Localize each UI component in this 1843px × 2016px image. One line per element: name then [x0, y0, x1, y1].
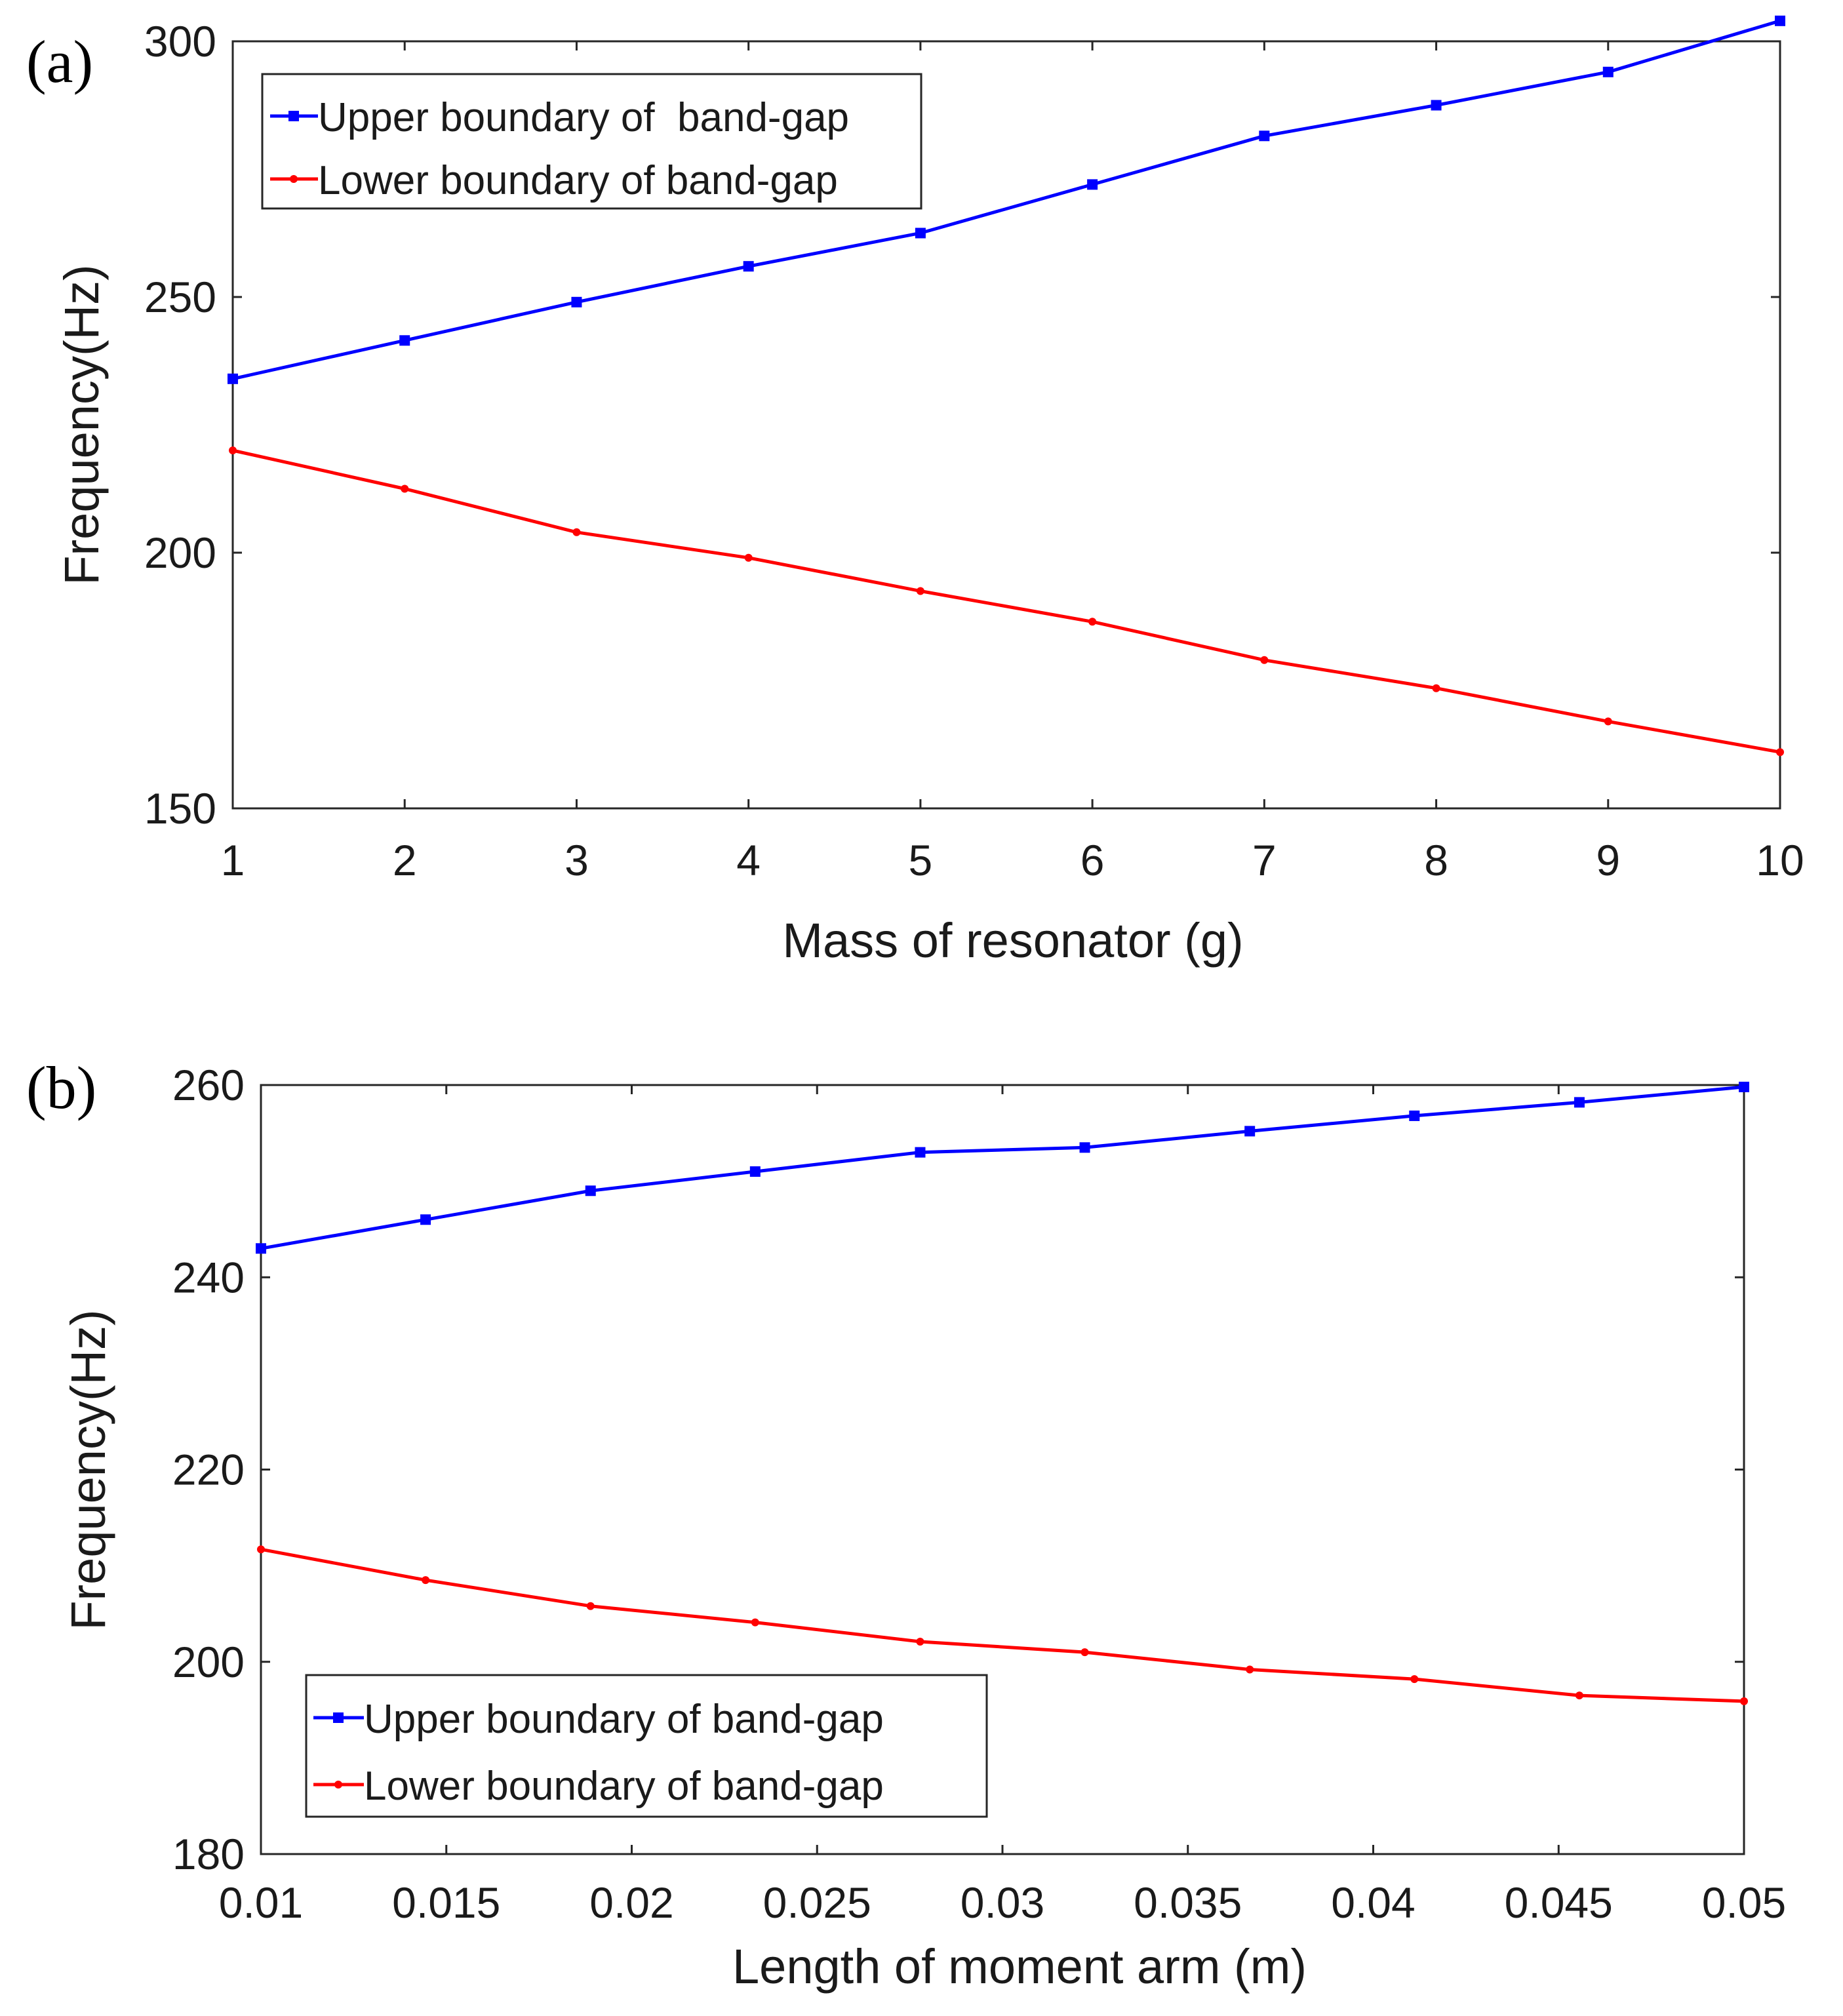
panel-a-x-tick-label: 9: [1596, 836, 1620, 884]
panel-b-x-tick-label: 0.045: [1505, 1878, 1613, 1927]
panel-a-plot-frame: [231, 40, 1781, 810]
panel-b-y-axis-title: Frequency(Hz): [61, 1309, 115, 1630]
panel-b-y-tick-label: 200: [172, 1638, 245, 1686]
panel-b-lower-point: [1575, 1691, 1583, 1700]
panel-b-ticks: 0.01 0.015 0.02 0.025 0.03 0.035 0.04 0.045 0.05…: [172, 1061, 1786, 1927]
panel-a-lower-point: [916, 587, 924, 595]
panel-a-lower-point: [1088, 618, 1097, 626]
panel-b-legend-box: [305, 1674, 988, 1818]
panel-a-y-tick-label: 200: [144, 528, 216, 577]
panel-a-x-tick-label: 8: [1424, 836, 1448, 884]
panel-b-upper-point: [1244, 1126, 1256, 1137]
panel-a-upper-point: [1431, 100, 1442, 111]
panel-a-upper-point: [743, 261, 754, 272]
panel-a-lower-point: [1432, 684, 1440, 692]
panel-a-x-tick-label: 1: [221, 836, 245, 884]
panel-b-upper-point: [1079, 1142, 1090, 1153]
panel-b-x-tick-label: 0.05: [1702, 1878, 1786, 1927]
panel-b-x-tick-label: 0.04: [1331, 1878, 1415, 1927]
panel-b-upper-point: [1574, 1097, 1585, 1108]
panel-b-label: (b): [26, 1054, 96, 1121]
panel-b-lower-point: [1246, 1665, 1254, 1674]
panel-a-upper-point: [1259, 130, 1270, 142]
panel-a-x-axis-title: Mass of resonator (g): [782, 913, 1243, 968]
panel-a-y-tick-label: 150: [144, 784, 216, 833]
panel-b-legend-lower-label: Lower boundary of band-gap: [364, 1764, 884, 1809]
panel-a-x-tick-label: 5: [909, 836, 933, 884]
panel-a-lower-point: [572, 528, 581, 536]
panel-b-series: [256, 1081, 1749, 1705]
panel-a-upper-point: [399, 335, 410, 346]
panel-b-lower-point: [586, 1602, 595, 1610]
panel-a-upper-point: [915, 227, 926, 239]
panel-b-x-tick-label: 0.01: [219, 1878, 303, 1927]
panel-a-legend-lower-label: Lower boundary of band-gap: [318, 158, 838, 203]
panel-a-legend-lower-marker: [290, 175, 298, 183]
panel-a-lower-point: [1260, 656, 1269, 664]
panel-a-ticks: 1 2 3 4 5 6 7 8 9 10 150 200 250 300: [144, 17, 1804, 884]
panel-a-legend-upper-label: Upper boundary of band-gap: [318, 95, 849, 140]
panel-a-legend: Upper boundary of band-gap Lower boundar…: [261, 73, 922, 210]
panel-b-upper-point: [1409, 1110, 1420, 1121]
panel-a-upper-point: [1775, 15, 1785, 26]
panel-b-lower-point: [916, 1637, 924, 1646]
panel-a-lower-point: [401, 484, 409, 493]
panel-b-upper-point: [585, 1185, 596, 1196]
panel-b-x-axis-title: Length of moment arm (m): [732, 1939, 1307, 1994]
panel-a-y-tick-label: 300: [144, 17, 216, 66]
panel-b-x-tick-label: 0.025: [763, 1878, 871, 1927]
panel-a-y-tick-label: 250: [144, 273, 216, 321]
panel-b-lower-point: [257, 1545, 265, 1554]
panel-b-x-tick-label: 0.03: [961, 1878, 1044, 1927]
panel-a-upper-point: [228, 373, 238, 384]
panel-b-x-tick-label: 0.035: [1134, 1878, 1242, 1927]
panel-b: (b) 0.01 0.015 0.02 0.025 0.03 0.035 0.04 0.045…: [26, 1054, 1786, 1994]
panel-b-lower-point: [1080, 1648, 1089, 1657]
panel-b-x-tick-label: 0.02: [589, 1878, 673, 1927]
panel-b-lower-point: [422, 1576, 430, 1585]
panel-a-upper-point: [1087, 179, 1098, 190]
panel-a-lower-boundary-line: [232, 448, 1781, 754]
panel-b-upper-point: [256, 1243, 266, 1254]
panel-b-upper-point: [420, 1214, 431, 1225]
panel-a-lower-point: [744, 553, 753, 562]
panel-b-upper-point: [1739, 1081, 1749, 1092]
panel-b-y-tick-label: 240: [172, 1253, 245, 1301]
panel-a-x-tick-label: 7: [1252, 836, 1277, 884]
panel-a-upper-point: [1602, 66, 1614, 77]
panel-b-y-tick-label: 220: [172, 1446, 245, 1494]
panel-a-lower-point: [1776, 748, 1784, 757]
panel-a-label: (a): [26, 28, 93, 95]
panel-b-lower-point: [751, 1618, 759, 1627]
panel-a-x-tick-label: 10: [1756, 836, 1804, 884]
panel-b-legend: Upper boundary of band-gap Lower boundar…: [305, 1674, 988, 1818]
panel-b-y-tick-label: 260: [172, 1061, 245, 1109]
panel-a-y-axis-title: Frequency(Hz): [54, 264, 109, 585]
panel-a-x-tick-label: 3: [565, 836, 589, 884]
panel-b-legend-upper-label: Upper boundary of band-gap: [364, 1697, 884, 1742]
panel-a-upper-point: [571, 296, 582, 307]
panel-b-lower-boundary-line: [260, 1547, 1745, 1703]
panel-b-lower-point: [1740, 1697, 1748, 1705]
panel-b-legend-upper-marker: [333, 1712, 344, 1723]
panel-a-lower-point: [229, 446, 237, 454]
panel-a-legend-upper-marker: [288, 111, 299, 121]
panel-a-lower-point: [1604, 717, 1612, 726]
panel-a-x-tick-label: 4: [736, 836, 761, 884]
panel-a-x-tick-label: 6: [1080, 836, 1105, 884]
panel-a-upper-boundary-line: [232, 19, 1781, 381]
panel-b-y-tick-label: 180: [172, 1830, 245, 1878]
panel-a: (a) 1 2 3 4 5 6 7 8 9 10 150 200 250 300 Mass of reso…: [26, 15, 1804, 968]
panel-b-x-tick-label: 0.015: [392, 1878, 500, 1927]
panel-b-upper-point: [915, 1147, 926, 1158]
panel-b-upper-boundary-line: [260, 1085, 1745, 1250]
panel-b-upper-point: [749, 1166, 761, 1177]
panel-a-series: [228, 15, 1785, 757]
panel-b-legend-lower-marker: [334, 1781, 342, 1789]
panel-b-lower-point: [1410, 1675, 1419, 1684]
panel-a-x-tick-label: 2: [393, 836, 417, 884]
panel-a-legend-box: [261, 73, 922, 210]
